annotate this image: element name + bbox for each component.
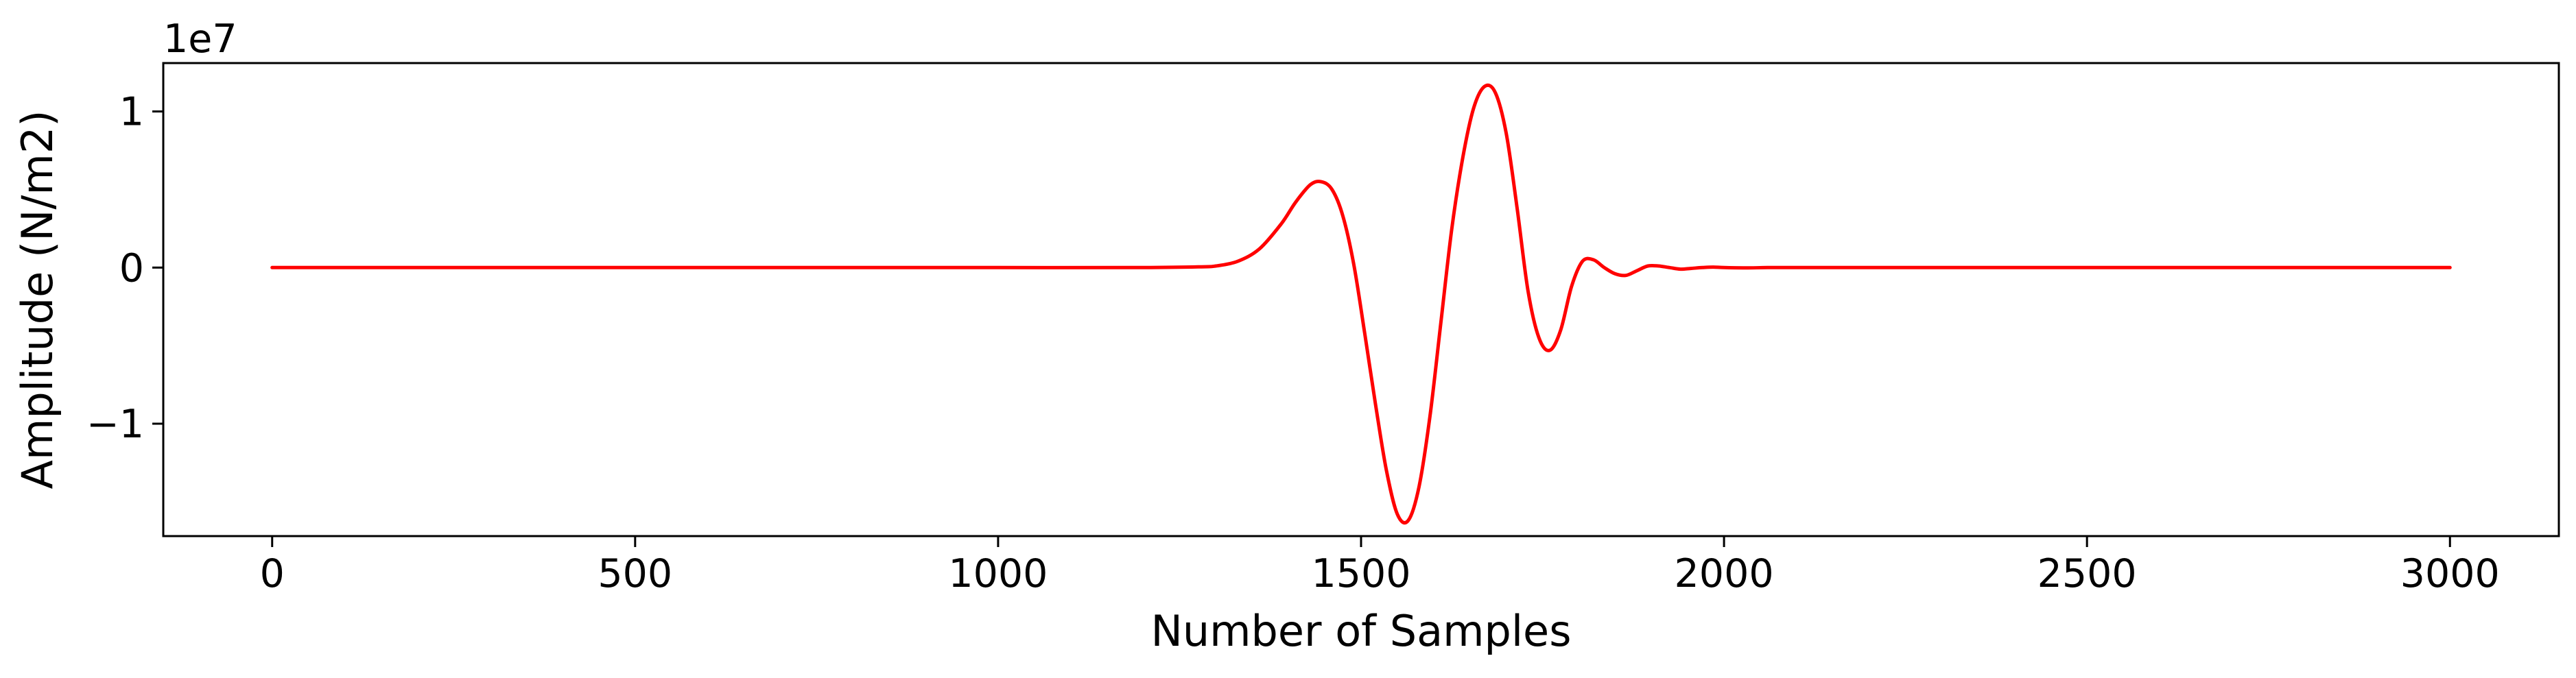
series-line [270, 83, 2452, 525]
x-tick-label: 2500 [2037, 551, 2137, 596]
x-axis-ticks: 0 500 1000 1500 2000 2500 3000 [260, 536, 2500, 596]
y-offset-label: 1e7 [163, 16, 237, 62]
y-axis-ticks: 1 0 −1 [86, 90, 163, 447]
y-tick-label: 1 [119, 90, 144, 135]
x-tick-label: 500 [598, 551, 672, 596]
x-axis-label: Number of Samples [1150, 606, 1571, 656]
y-axis-label: Amplitude (N/m2) [12, 110, 62, 489]
x-tick-label: 3000 [2400, 551, 2500, 596]
x-tick-label: 1000 [948, 551, 1048, 596]
y-tick-label: −1 [86, 402, 144, 447]
x-tick-label: 1500 [1311, 551, 1410, 596]
x-tick-label: 0 [260, 551, 285, 596]
plot-area-frame [162, 62, 2560, 537]
y-tick-label: 0 [119, 245, 144, 291]
x-tick-label: 2000 [1675, 551, 1774, 596]
